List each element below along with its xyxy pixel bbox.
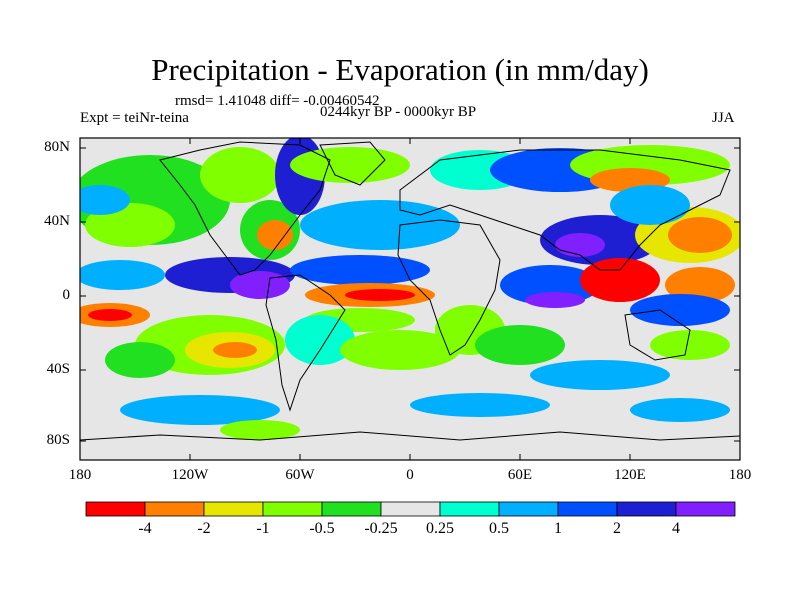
map-field: [80, 138, 740, 460]
colorbar-label: -1: [256, 520, 270, 537]
lat-label-40s: 40S: [46, 361, 70, 377]
colorbar-swatch: [203, 501, 264, 517]
lon-label-120e: 120E: [614, 467, 646, 483]
colorbar-swatch: [498, 501, 559, 517]
colorbar-swatch: [616, 501, 677, 517]
lat-label-40n: 40N: [44, 213, 70, 229]
colorbar-swatch: [321, 501, 382, 517]
coastlines: [79, 141, 741, 441]
colorbar-label: 1: [554, 520, 562, 537]
lon-label-60e: 60E: [507, 467, 533, 483]
colorbar-label: 4: [672, 520, 680, 537]
colorbar-swatch: [85, 501, 146, 517]
lon-label-120w: 120W: [171, 467, 209, 483]
stats-line: rmsd= 1.41048 diff= -0.00460542: [175, 93, 380, 109]
experiment-label: Expt = teiNr-teina: [80, 110, 189, 126]
colorbar-label: 2: [613, 520, 621, 537]
colorbar-label: 0.25: [426, 520, 454, 537]
lat-label-80n: 80N: [44, 139, 70, 155]
lon-label-180w: 180: [68, 467, 92, 483]
colorbar-label: 0.5: [489, 520, 509, 537]
axis-ticks: [80, 138, 740, 460]
period-label: 0244kyr BP - 0000kyr BP: [320, 104, 477, 120]
lon-label-180e: 180: [728, 467, 752, 483]
colorbar-label: -0.5: [309, 520, 335, 537]
colorbar-swatch: [262, 501, 323, 517]
colorbar-swatch: [675, 501, 736, 517]
colorbar: [85, 501, 736, 517]
colorbar-swatch: [144, 501, 205, 517]
lon-label-60w: 60W: [285, 467, 315, 483]
lat-label-eq: 0: [62, 287, 71, 303]
colorbar-label: -0.25: [364, 520, 398, 537]
lon-label-0: 0: [406, 467, 414, 483]
colorbar-swatch: [380, 501, 441, 517]
colorbar-label: -2: [197, 520, 211, 537]
lat-label-80s: 80S: [46, 432, 70, 448]
colorbar-swatch: [439, 501, 500, 517]
chart-title: Precipitation - Evaporation (in mm/day): [151, 52, 649, 87]
colorbar-label: -4: [138, 520, 152, 537]
colorbar-swatch: [557, 501, 618, 517]
season-label: JJA: [712, 110, 735, 126]
